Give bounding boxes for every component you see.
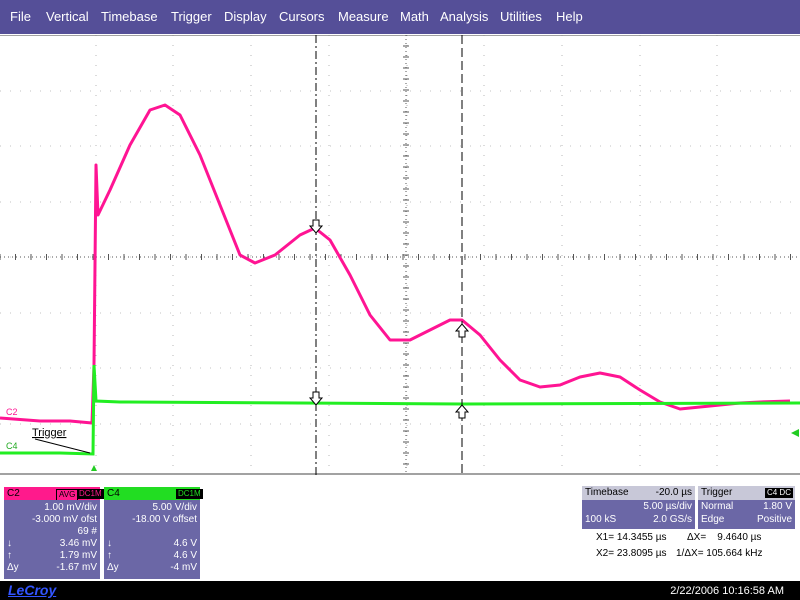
- c4-cursor2-value: 4.6 V: [173, 550, 197, 561]
- down-arrow-icon: [308, 219, 324, 234]
- c4-cursor1-value: 4.6 V: [173, 538, 197, 549]
- menu-timebase[interactable]: Timebase: [101, 9, 158, 24]
- c2-cursor2-value: 1.79 mV: [59, 550, 97, 561]
- c4-waveform: [0, 364, 800, 456]
- cursor-dx-readout: ΔX= 9.4640 µs: [687, 532, 762, 543]
- c2-panel-body: 1.00 mV/div -3.000 mV ofst 69 # ↓ 3.46 m…: [4, 500, 100, 579]
- c4-cursor1-symbol: ↓: [107, 538, 112, 549]
- menu-utilities[interactable]: Utilities: [500, 9, 542, 24]
- trigger-header: Trigger C4 DC: [698, 486, 795, 500]
- c2-dy-value: -1.67 mV: [56, 562, 97, 573]
- c4-trace-label: C4: [6, 441, 18, 451]
- c4-panel-body: 5.00 V/div -18.00 V offset ↓ 4.6 V ↑ 4.6…: [104, 500, 200, 579]
- waveform-display[interactable]: C2 C4 Trigger: [0, 35, 800, 475]
- c4-cursor2-symbol: ↑: [107, 550, 112, 561]
- c2-channel-panel[interactable]: C2 AVG DC1M 1.00 mV/div -3.000 mV ofst 6…: [4, 487, 104, 579]
- trigger-label-leader: [34, 438, 91, 454]
- timebase-tdiv: 5.00 µs/div: [643, 501, 692, 512]
- trigger-mode: Normal: [701, 501, 734, 512]
- c4-dy-value: -4 mV: [170, 562, 197, 573]
- down-arrow-icon: [308, 391, 324, 406]
- status-bar: LeCroy 2/22/2006 10:16:58 AM: [0, 581, 800, 600]
- brand-logo: LeCroy: [8, 582, 57, 598]
- c2-coupling-badge: DC1M: [77, 489, 104, 499]
- cursor-inv-dx-readout: 1/ΔX= 105.664 kHz: [676, 548, 763, 559]
- menu-vertical[interactable]: Vertical: [46, 9, 89, 24]
- trigger-position-marker[interactable]: [91, 465, 97, 471]
- trigger-source-badge: C4 DC: [764, 488, 793, 498]
- c2-waveform: [0, 103, 791, 425]
- c2-cursor2-symbol: ↑: [7, 550, 12, 561]
- menu-measure[interactable]: Measure: [338, 9, 389, 24]
- c4-offset: -18.00 V offset: [132, 514, 197, 525]
- trigger-slope: Positive: [756, 514, 792, 525]
- c2-vdiv: 1.00 mV/div: [44, 502, 97, 513]
- trigger-label: Trigger: [32, 427, 67, 439]
- up-arrow-icon: [454, 404, 470, 419]
- menu-file[interactable]: File: [10, 9, 31, 24]
- menu-bar: File Vertical Timebase Trigger Display C…: [0, 0, 800, 34]
- c4-channel-panel[interactable]: C4 DC1M 5.00 V/div -18.00 V offset ↓ 4.6…: [104, 487, 203, 579]
- c2-cursor1-value: 3.46 mV: [59, 538, 97, 549]
- cursor-x2-readout: X2= 23.8095 µs: [596, 548, 667, 559]
- c4-panel-name: C4: [107, 488, 120, 499]
- menu-trigger[interactable]: Trigger: [171, 9, 212, 24]
- c2-cursor1-symbol: ↓: [7, 538, 12, 549]
- datetime: 2/22/2006 10:16:58 AM: [670, 585, 784, 597]
- c4-coupling-badge: DC1M: [176, 489, 203, 499]
- c2-trace-label: C2: [6, 407, 18, 417]
- up-arrow-icon: [454, 323, 470, 338]
- c2-count: 69 #: [77, 526, 97, 537]
- trigger-panel[interactable]: Trigger C4 DC Normal 1.80 V Edge Positiv…: [698, 486, 795, 529]
- trigger-type: Edge: [701, 514, 725, 525]
- timebase-samples: 100 kS: [585, 514, 617, 525]
- menu-help[interactable]: Help: [556, 9, 583, 24]
- timebase-title: Timebase: [585, 487, 629, 498]
- timebase-delay: -20.0 µs: [655, 487, 692, 498]
- timebase-header: Timebase -20.0 µs: [582, 486, 695, 500]
- menu-display[interactable]: Display: [224, 9, 267, 24]
- c4-vdiv: 5.00 V/div: [152, 502, 197, 513]
- menu-math[interactable]: Math: [400, 9, 429, 24]
- c4-dy-label: Δy: [107, 562, 119, 573]
- c4-panel-header[interactable]: C4 DC1M: [104, 487, 203, 500]
- c2-offset: -3.000 mV ofst: [31, 514, 97, 525]
- menu-cursors[interactable]: Cursors: [279, 9, 325, 24]
- trigger-level: 1.80 V: [763, 501, 792, 512]
- trigger-level-marker[interactable]: [791, 429, 799, 437]
- c2-dy-label: Δy: [7, 562, 19, 573]
- trigger-title: Trigger: [701, 487, 733, 498]
- timebase-panel[interactable]: Timebase -20.0 µs 5.00 µs/div 100 kS 2.0…: [582, 486, 695, 529]
- timebase-rate: 2.0 GS/s: [653, 514, 692, 525]
- c2-panel-header[interactable]: C2 AVG DC1M: [4, 487, 104, 501]
- cursor-x1-readout: X1= 14.3455 µs: [596, 532, 667, 543]
- c2-panel-name: C2: [7, 488, 20, 499]
- menu-analysis[interactable]: Analysis: [440, 9, 489, 24]
- waveform-grid[interactable]: C2 C4 Trigger: [0, 35, 800, 475]
